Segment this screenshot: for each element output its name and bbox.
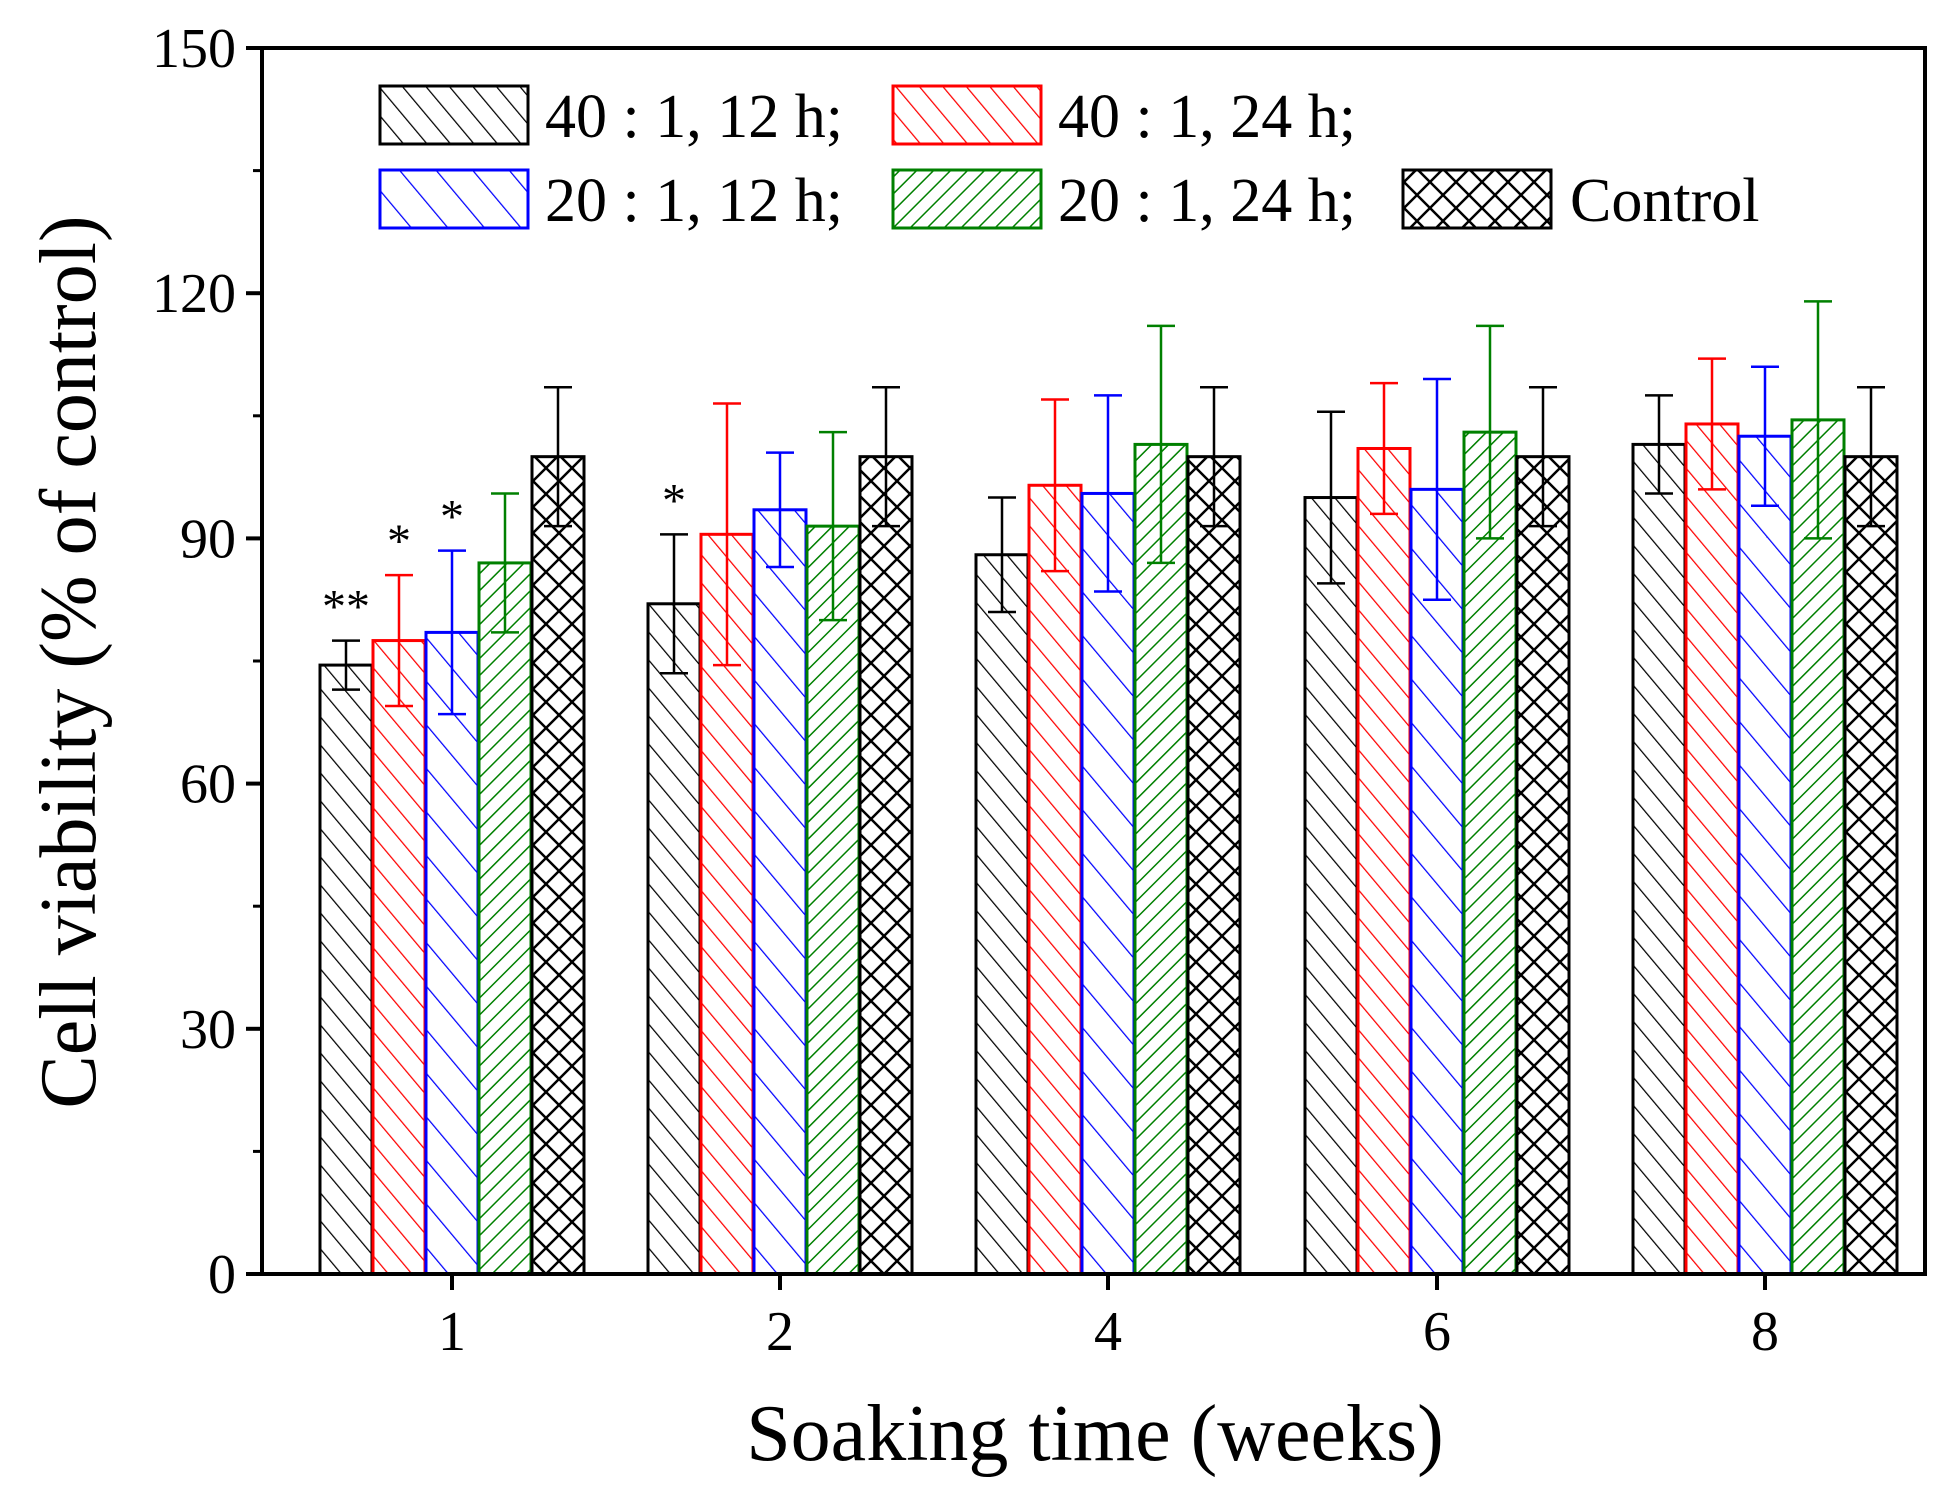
bar-control-week-6	[1515, 455, 1571, 1276]
significance-label-20-1-12-h-week-1: *	[440, 491, 464, 544]
legend-item-20-1-24h: 20 : 1, 24 h;	[891, 167, 1356, 235]
legend-swatch-40-1-12h-pattern	[378, 84, 530, 146]
legend-label-20-1-12h: 20 : 1, 12 h;	[545, 167, 843, 235]
y-tick-label-120: 120	[152, 263, 236, 325]
bar-20-1-24-h-week-2	[805, 524, 861, 1276]
legend-label-20-1-24h: 20 : 1, 24 h;	[1058, 167, 1356, 235]
bar-40-1-24-h-week-6	[1356, 446, 1412, 1276]
bar-20-1-24-h-week-4	[1133, 442, 1189, 1276]
bar-40-1-24-h-week-4	[1027, 483, 1083, 1276]
y-tick-label-60: 60	[180, 754, 236, 816]
legend-item-40-1-12h: 40 : 1, 12 h;	[378, 83, 843, 151]
bar-40-1-12-h-week-1	[318, 663, 374, 1276]
y-tick-label-90: 90	[180, 508, 236, 570]
bar-control-week-1	[530, 455, 586, 1276]
y-tick-label-0: 0	[208, 1244, 236, 1306]
bar-20-1-24-h-week-8	[1790, 418, 1846, 1276]
significance-label-40-1-12-h-week-1: **	[322, 581, 370, 634]
bar-40-1-12-h-week-4	[974, 553, 1030, 1276]
bar-40-1-12-h-week-8	[1631, 442, 1687, 1276]
x-tick-label-1: 1	[438, 1301, 466, 1363]
bar-20-1-12-h-week-6	[1409, 487, 1465, 1276]
bar-control-week-4	[1186, 455, 1242, 1276]
y-axis-title: Cell viability (% of control)	[25, 215, 113, 1108]
bar-40-1-12-h-week-6	[1303, 496, 1359, 1276]
significance-label-40-1-24-h-week-1: *	[387, 515, 411, 568]
x-tick-label-8: 8	[1751, 1301, 1779, 1363]
x-axis: 1 2 4 6 8	[438, 1274, 1779, 1363]
legend-label-40-1-12h: 40 : 1, 12 h;	[545, 83, 843, 151]
x-axis-title: Soaking time (weeks)	[746, 1390, 1444, 1478]
error-bars-layer	[332, 300, 1885, 716]
bar-20-1-24-h-week-1	[477, 561, 533, 1276]
legend-label-control: Control	[1570, 167, 1759, 235]
legend-label-40-1-24h: 40 : 1, 24 h;	[1058, 83, 1356, 151]
significance-label-40-1-12-h-week-2: *	[662, 474, 686, 527]
bars-layer	[318, 418, 1899, 1276]
bar-20-1-12-h-week-4	[1080, 491, 1136, 1276]
bar-40-1-12-h-week-2	[646, 602, 702, 1276]
x-tick-label-2: 2	[766, 1301, 794, 1363]
bar-40-1-24-h-week-8	[1684, 422, 1740, 1276]
significance-layer: **** *	[322, 474, 686, 633]
bar-control-week-2	[858, 455, 914, 1276]
y-tick-label-150: 150	[152, 18, 236, 80]
y-tick-label-30: 30	[180, 999, 236, 1061]
y-axis: 0 30 60 90 120 150	[152, 18, 262, 1306]
x-tick-label-6: 6	[1423, 1301, 1451, 1363]
bar-20-1-24-h-week-6	[1462, 430, 1518, 1276]
legend-swatch-20-1-24h-pattern	[891, 168, 1043, 230]
bar-20-1-12-h-week-2	[752, 508, 808, 1276]
bar-control-week-8	[1843, 455, 1899, 1276]
legend-swatch-20-1-12h-pattern	[378, 168, 530, 230]
legend: 40 : 1, 12 h; 40 : 1, 24 h; 20 : 1, 12 h…	[378, 83, 1759, 235]
bar-20-1-12-h-week-8	[1737, 434, 1793, 1276]
bar-20-1-12-h-week-1	[424, 630, 480, 1276]
bar-40-1-24-h-week-1	[371, 639, 427, 1276]
legend-item-20-1-12h: 20 : 1, 12 h;	[378, 167, 843, 235]
legend-item-40-1-24h: 40 : 1, 24 h;	[891, 83, 1356, 151]
legend-swatch-40-1-24h-pattern	[891, 84, 1043, 146]
legend-item-control: Control	[1401, 167, 1759, 235]
legend-swatch-control-pattern	[1401, 168, 1553, 230]
x-tick-label-4: 4	[1094, 1301, 1122, 1363]
